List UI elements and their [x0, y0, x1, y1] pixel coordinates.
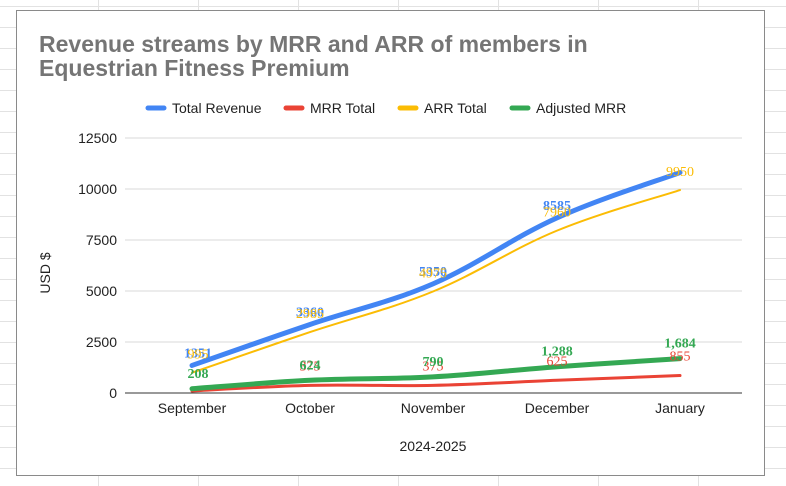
axes: 0 2500 5000 7500 10000 12500 September October N…	[37, 130, 742, 454]
data-label: 3360	[296, 305, 324, 320]
legend-label: Total Revenue	[172, 100, 262, 116]
y-tick-label: 7500	[86, 232, 117, 248]
chart-title: Revenue streams by MRR and ARR of member…	[39, 31, 588, 81]
data-label: 790	[423, 355, 444, 370]
data-label: 9950	[666, 165, 694, 180]
gridlines	[125, 137, 742, 343]
y-tick-label: 2500	[86, 334, 117, 350]
legend-label: ARR Total	[424, 100, 487, 116]
y-axis-title: USD $	[37, 252, 53, 293]
data-label: 375	[300, 359, 321, 374]
legend-item[interactable]: Adjusted MRR	[509, 100, 626, 116]
data-label: 625	[547, 354, 568, 369]
data-label: 5350	[419, 265, 447, 280]
series-line-mrr-total[interactable]	[190, 374, 682, 393]
series-lines	[189, 170, 683, 393]
y-tick-label: 0	[109, 385, 117, 401]
legend-item[interactable]: MRR Total	[283, 100, 375, 116]
data-label: 2985	[296, 307, 324, 322]
data-label: 1,288	[541, 345, 573, 360]
legend-label: MRR Total	[310, 100, 375, 116]
data-label: 7960	[543, 206, 571, 221]
legend-item[interactable]: Total Revenue	[145, 100, 262, 116]
data-label: 995	[188, 348, 209, 363]
x-tick-label: December	[525, 400, 590, 416]
line-chart: Total Revenue MRR Total ARR Total Adjusted …	[37, 100, 742, 454]
x-axis-title: 2024-2025	[400, 438, 467, 454]
data-label: 4975	[419, 267, 447, 282]
legend: Total Revenue MRR Total ARR Total Adjusted …	[145, 100, 626, 116]
y-tick-label: 10000	[78, 181, 117, 197]
data-labels: 1351 3360 5350 8585 375 375 625 855 995 2985 4975 7…	[184, 165, 696, 382]
x-tick-label: January	[655, 400, 705, 416]
data-label: 1351	[184, 346, 212, 361]
y-tick-label: 12500	[78, 130, 117, 146]
y-tick-label: 5000	[86, 283, 117, 299]
legend-item[interactable]: ARR Total	[397, 100, 487, 116]
legend-label: Adjusted MRR	[536, 100, 626, 116]
chart-container[interactable]: Revenue streams by MRR and ARR of member…	[16, 10, 765, 476]
data-label: 375	[423, 359, 444, 374]
series-line-adjusted-mrr[interactable]	[189, 356, 683, 392]
data-label: 8585	[543, 199, 571, 214]
data-label: 208	[188, 367, 209, 382]
data-label: 855	[670, 350, 691, 365]
data-label: 1,684	[664, 337, 696, 352]
x-tick-label: October	[285, 400, 335, 416]
data-label: 624	[300, 358, 321, 373]
x-tick-label: November	[401, 400, 466, 416]
x-tick-label: September	[158, 400, 227, 416]
